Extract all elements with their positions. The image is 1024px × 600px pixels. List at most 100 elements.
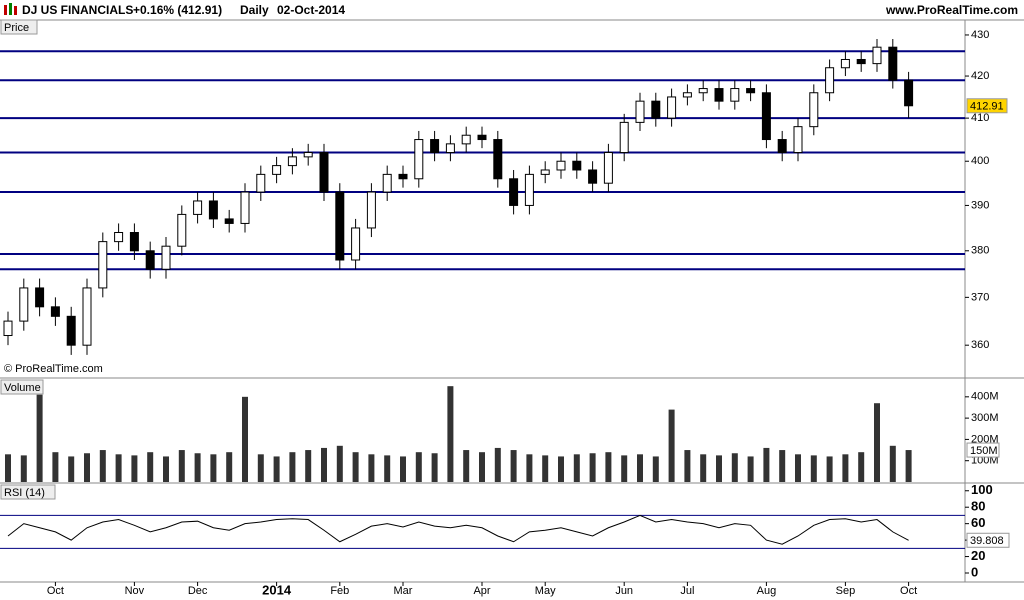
candle-body xyxy=(461,134,471,145)
x-tick-label: Feb xyxy=(330,585,349,597)
last-price: 412.91 xyxy=(970,101,1004,113)
volume-bar xyxy=(68,456,75,482)
volume-last-box xyxy=(966,442,1000,458)
candle-body xyxy=(303,152,313,158)
volume-bar xyxy=(731,453,738,482)
y-tick-label: 200M xyxy=(971,433,999,445)
candle-body xyxy=(335,191,345,261)
candle-body xyxy=(240,191,250,224)
panel-title: RSI (14) xyxy=(4,487,45,499)
candle-body xyxy=(603,152,613,184)
volume-bar xyxy=(115,454,122,482)
candle-body xyxy=(777,139,787,154)
volume-bar xyxy=(178,450,185,482)
x-tick-label: Jun xyxy=(615,585,633,597)
volume-bar xyxy=(889,445,896,482)
candle-body xyxy=(540,169,550,175)
candle-body xyxy=(493,139,503,180)
y-tick-label: 370 xyxy=(971,291,989,303)
period: Daily xyxy=(240,3,269,17)
x-tick-label: Aug xyxy=(757,585,777,597)
volume-bar xyxy=(131,455,138,482)
candle-body xyxy=(904,79,914,107)
y-tick-label: 0 xyxy=(971,564,978,579)
candle-body xyxy=(714,88,724,102)
volume-bar xyxy=(700,454,707,482)
y-tick-label: 420 xyxy=(971,70,989,82)
x-tick-label: Apr xyxy=(473,585,490,597)
volume-bar xyxy=(874,403,880,482)
candle-body xyxy=(856,58,866,65)
volume-bar xyxy=(36,394,43,482)
x-tick-label: Jul xyxy=(680,585,694,597)
panel-title: Price xyxy=(4,22,29,34)
candle-body xyxy=(114,232,124,243)
candle-body xyxy=(809,92,819,128)
candle-body xyxy=(177,213,187,247)
candle-body xyxy=(82,287,92,346)
candle-body xyxy=(161,245,171,270)
x-tick-label: Oct xyxy=(900,585,917,597)
volume-bar xyxy=(558,456,564,482)
last-price-box xyxy=(966,98,1008,114)
volume-bar xyxy=(795,454,801,482)
candle-body xyxy=(35,287,45,308)
volume-bar xyxy=(20,455,27,482)
candle-body xyxy=(50,306,60,317)
y-tick-label: 390 xyxy=(971,199,989,211)
volume-bar xyxy=(684,450,691,482)
candle-body xyxy=(682,92,692,98)
volume-bar xyxy=(463,450,470,482)
panel-title-box xyxy=(0,484,56,500)
volume-bar xyxy=(5,454,11,482)
candle-body xyxy=(445,143,455,154)
volume-bar xyxy=(352,452,359,482)
volume-bar xyxy=(652,456,659,482)
candle-body xyxy=(524,173,534,206)
y-tick-label: 60 xyxy=(971,515,985,530)
volume-bar xyxy=(400,456,406,482)
rsi-last: 39.808 xyxy=(970,535,1004,547)
volume-bar xyxy=(858,452,865,482)
volume-bar xyxy=(273,456,280,482)
volume-bar xyxy=(605,452,612,482)
candle-body xyxy=(793,126,803,154)
candle-body xyxy=(224,218,234,224)
site: www.ProRealTime.com xyxy=(885,3,1018,17)
candle-body xyxy=(619,121,629,154)
volume-bar xyxy=(526,454,533,482)
watermark: © ProRealTime.com xyxy=(4,363,103,375)
candle-body xyxy=(430,139,440,154)
volume-bar xyxy=(842,454,849,482)
y-tick-label: 400 xyxy=(971,155,989,167)
volume-bar xyxy=(226,452,233,482)
volume-bar xyxy=(415,452,422,482)
rsi-last-box xyxy=(966,532,1010,548)
candle-body xyxy=(888,46,898,81)
volume-bar xyxy=(447,386,454,482)
volume-bar xyxy=(257,454,264,482)
volume-bar xyxy=(494,447,501,482)
volume-bar xyxy=(810,455,817,482)
candle-body xyxy=(208,200,218,220)
candle-body xyxy=(667,96,677,119)
candle-body xyxy=(382,173,392,193)
x-tick-label: May xyxy=(535,585,556,597)
volume-bar xyxy=(716,455,722,482)
candle-body xyxy=(746,88,756,94)
volume-bar xyxy=(210,454,217,482)
x-tick-label: 2014 xyxy=(262,582,292,597)
y-tick-label: 360 xyxy=(971,339,989,351)
volume-bar xyxy=(321,447,327,482)
y-tick-label: 100 xyxy=(971,482,993,497)
candle-body xyxy=(19,287,29,322)
date: 02-Oct-2014 xyxy=(277,3,345,17)
panel-title: Volume xyxy=(4,382,41,394)
volume-bar xyxy=(479,452,485,482)
candle-body xyxy=(477,134,487,141)
volume-bar xyxy=(510,450,517,482)
y-tick-label: 410 xyxy=(971,112,989,124)
volume-bar xyxy=(747,456,754,482)
candle-body xyxy=(3,320,13,337)
